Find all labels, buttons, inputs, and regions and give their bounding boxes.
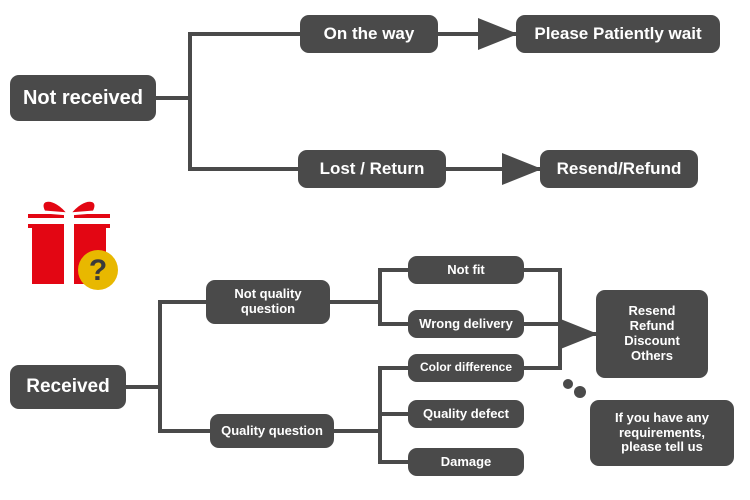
node-label: Not quality question <box>214 287 322 317</box>
node-label: Color difference <box>420 361 512 375</box>
node-label: Not received <box>23 87 143 110</box>
node-label: Wrong delivery <box>419 317 513 332</box>
node-not-received: Not received <box>10 75 156 121</box>
node-label: Quality question <box>221 424 323 439</box>
node-not-quality: Not quality question <box>206 280 330 324</box>
node-label: Damage <box>441 455 492 470</box>
node-label: Resend/Refund <box>557 159 682 179</box>
node-label: Received <box>26 376 109 398</box>
thought-dot <box>574 386 586 398</box>
node-label: Lost / Return <box>320 159 425 179</box>
node-on-the-way: On the way <box>300 15 438 53</box>
node-damage: Damage <box>408 448 524 476</box>
node-color-diff: Color difference <box>408 354 524 382</box>
node-outcome: ResendRefundDiscountOthers <box>596 290 708 378</box>
node-label: Quality defect <box>423 407 509 422</box>
node-label: Not fit <box>447 263 485 278</box>
node-received: Received <box>10 365 126 409</box>
node-label: ResendRefundDiscountOthers <box>624 304 680 364</box>
node-lost-return: Lost / Return <box>298 150 446 188</box>
node-label: Please Patiently wait <box>534 24 701 44</box>
node-quality: Quality question <box>210 414 334 448</box>
node-patiently: Please Patiently wait <box>516 15 720 53</box>
node-tell-us: If you have anyrequirements,please tell … <box>590 400 734 466</box>
node-quality-def: Quality defect <box>408 400 524 428</box>
node-resend-refund: Resend/Refund <box>540 150 698 188</box>
node-not-fit: Not fit <box>408 256 524 284</box>
thought-dot <box>563 379 573 389</box>
node-label: On the way <box>324 24 415 44</box>
gift-icon: ? <box>24 188 124 292</box>
svg-text:?: ? <box>89 254 107 287</box>
node-wrong-deliv: Wrong delivery <box>408 310 524 338</box>
node-label: If you have anyrequirements,please tell … <box>615 411 709 456</box>
